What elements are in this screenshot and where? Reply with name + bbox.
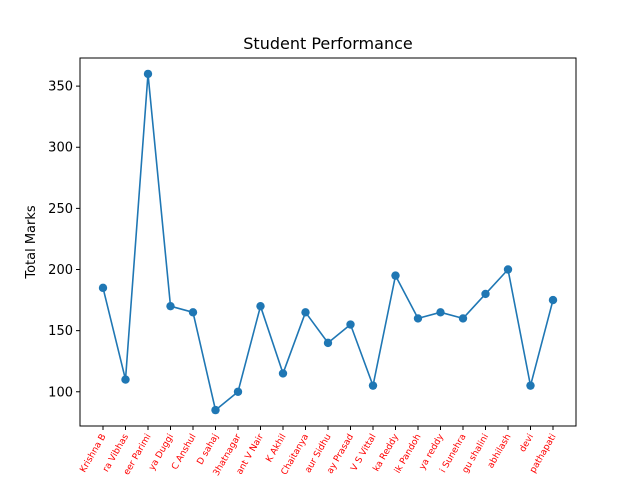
y-axis-title: Total Marks bbox=[24, 205, 39, 280]
data-point bbox=[188, 308, 198, 317]
data-point bbox=[143, 69, 153, 79]
data-point bbox=[458, 314, 468, 323]
data-point bbox=[233, 387, 243, 396]
data-point bbox=[301, 308, 310, 317]
data-point bbox=[503, 265, 513, 274]
data-point bbox=[98, 283, 108, 293]
data-point bbox=[436, 308, 445, 317]
chart-title: Student Performance bbox=[243, 34, 412, 53]
data-point bbox=[323, 338, 333, 348]
data-point bbox=[278, 369, 288, 378]
data-point bbox=[256, 301, 265, 311]
data-point bbox=[368, 381, 378, 390]
data-point bbox=[211, 405, 220, 415]
data-point bbox=[481, 289, 490, 299]
data-point bbox=[548, 295, 558, 305]
y-tick-label: 150 bbox=[48, 324, 73, 339]
data-point bbox=[391, 271, 400, 280]
axes-frame bbox=[79, 57, 577, 427]
y-tick-label: 100 bbox=[48, 385, 73, 400]
data-point bbox=[413, 314, 423, 323]
data-point bbox=[526, 381, 535, 390]
data-point bbox=[166, 301, 175, 311]
y-tick-label: 250 bbox=[48, 202, 73, 217]
y-tick-label: 350 bbox=[48, 80, 73, 95]
data-point bbox=[346, 320, 355, 329]
y-tick-label: 200 bbox=[48, 263, 73, 278]
data-point bbox=[121, 375, 130, 384]
y-tick-label: 300 bbox=[48, 141, 73, 156]
